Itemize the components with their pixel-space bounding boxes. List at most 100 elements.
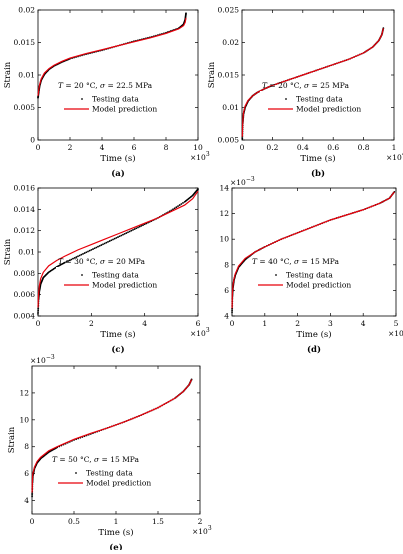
testing-data-point — [185, 12, 187, 15]
x-tick-label: 0.4 — [297, 143, 309, 152]
x-tick-label: 0 — [36, 143, 41, 152]
x-tick-label: 4 — [100, 143, 105, 152]
x-tick-label: 4 — [142, 319, 147, 328]
testing-data-point — [80, 253, 83, 256]
annotation-sigma-eq: = — [309, 81, 320, 90]
annotation-T-symbol: T — [262, 81, 268, 90]
y-tick-label: 10 — [219, 235, 229, 244]
testing-data-point — [78, 254, 81, 257]
x-multiplier: ×104 — [388, 327, 403, 338]
panel-label: (b) — [311, 168, 325, 179]
condition-annotation: T = 50 °C, σ = 15 MPa — [52, 455, 140, 464]
annotation-T-eq: = — [63, 81, 74, 90]
y-multiplier-exp: −3 — [46, 354, 55, 361]
plot-frame — [231, 187, 397, 317]
x-multiplier: ×103 — [192, 525, 212, 536]
annotation-sigma-symbol: σ — [100, 81, 106, 90]
annotation-T-eq: = — [63, 257, 74, 266]
panel-label: (e) — [109, 542, 122, 550]
annotation-sigma-eq: = — [299, 257, 310, 266]
testing-data-point — [97, 245, 99, 248]
testing-data-point — [85, 251, 88, 254]
x-axis-label: Time (s) — [300, 153, 335, 164]
x-tick-label: 6 — [196, 319, 201, 328]
testing-data-point — [182, 202, 184, 204]
annotation-sigma-value: 22.5 MPa — [116, 81, 152, 90]
y-axis-label: Strain — [3, 238, 13, 265]
legend-data-label: Testing data — [92, 271, 139, 280]
y-tick-label: 0.01 — [222, 103, 239, 112]
testing-data-point — [140, 224, 143, 227]
panel-label: (a) — [111, 168, 125, 179]
annotation-T-value: 40 °C — [268, 257, 290, 266]
testing-data-point — [113, 237, 116, 240]
x-tick-label: 2 — [198, 517, 203, 526]
testing-data-point — [68, 259, 71, 262]
testing-data-point — [73, 256, 76, 259]
testing-data-point — [127, 231, 129, 234]
x-tick-label: 3 — [328, 319, 333, 328]
legend-box — [50, 465, 168, 489]
x-tick-label: 2 — [295, 319, 300, 328]
model-prediction-line — [241, 28, 384, 137]
legend-data-label: Testing data — [286, 271, 333, 280]
x-tick-label: 4 — [361, 319, 366, 328]
x-multiplier-base: ×10 — [388, 329, 403, 338]
legend-data-marker — [75, 472, 77, 474]
x-tick-label: 5 — [394, 319, 399, 328]
annotation-sep: , — [299, 81, 304, 90]
x-tick-label: 0 — [230, 319, 235, 328]
testing-data-point — [138, 225, 141, 228]
x-multiplier-base: ×10 — [190, 153, 206, 162]
testing-data-point — [135, 227, 138, 230]
testing-data-point — [128, 230, 131, 233]
annotation-sigma-symbol: σ — [94, 455, 100, 464]
testing-data-point — [88, 249, 91, 252]
y-tick-label: 12 — [19, 388, 29, 397]
legend-model-label: Model prediction — [92, 105, 157, 114]
annotation-T-value: 20 °C — [278, 81, 300, 90]
x-multiplier-exp: 3 — [208, 525, 212, 532]
x-tick-label: 6 — [132, 143, 137, 152]
x-axis-label: Time (s) — [100, 329, 135, 340]
annotation-T-symbol: T — [52, 455, 58, 464]
testing-data-point — [77, 255, 79, 258]
y-tick-label: 0.025 — [218, 6, 240, 15]
annotation-sep: , — [89, 455, 94, 464]
y-multiplier: ×10−3 — [30, 354, 55, 365]
testing-data-point — [117, 236, 119, 238]
annotation-T-symbol: T — [58, 257, 64, 266]
testing-data-point — [123, 232, 126, 235]
testing-data-point — [112, 238, 114, 241]
testing-data-point — [92, 248, 94, 250]
testing-data-point — [102, 243, 104, 246]
annotation-T-eq: = — [267, 81, 278, 90]
testing-data-point — [31, 492, 34, 495]
annotation-sep: , — [95, 81, 100, 90]
chart-panel-3: 0 2 4 6 0.004 0.006 0.008 0.01 0.012 0.014 0.016 ×1… — [3, 184, 210, 356]
legend-data-label: Testing data — [86, 469, 133, 478]
x-tick-label: 8 — [164, 143, 169, 152]
x-tick-label: 10 — [193, 143, 203, 152]
testing-data-point — [175, 206, 178, 209]
y-tick-label: 0.014 — [14, 205, 36, 214]
annotation-sigma-value: 20 MPa — [116, 257, 145, 266]
legend-data-marker — [285, 98, 287, 100]
testing-data-point — [137, 226, 139, 229]
x-axis-label: Time (s) — [100, 153, 135, 164]
x-multiplier-base: ×10 — [192, 527, 208, 536]
annotation-T-value: 50 °C — [68, 455, 90, 464]
y-multiplier-exp: −3 — [246, 176, 255, 183]
legend-data-marker — [275, 274, 277, 276]
annotation-sigma-eq: = — [99, 455, 110, 464]
y-tick-label: 0.015 — [14, 38, 36, 47]
x-tick-label: 0.6 — [327, 143, 339, 152]
testing-data-point — [130, 229, 133, 232]
testing-data-point — [75, 256, 78, 258]
testing-data-point — [103, 242, 106, 245]
testing-data-point — [87, 250, 89, 253]
annotation-T-eq: = — [57, 455, 68, 464]
